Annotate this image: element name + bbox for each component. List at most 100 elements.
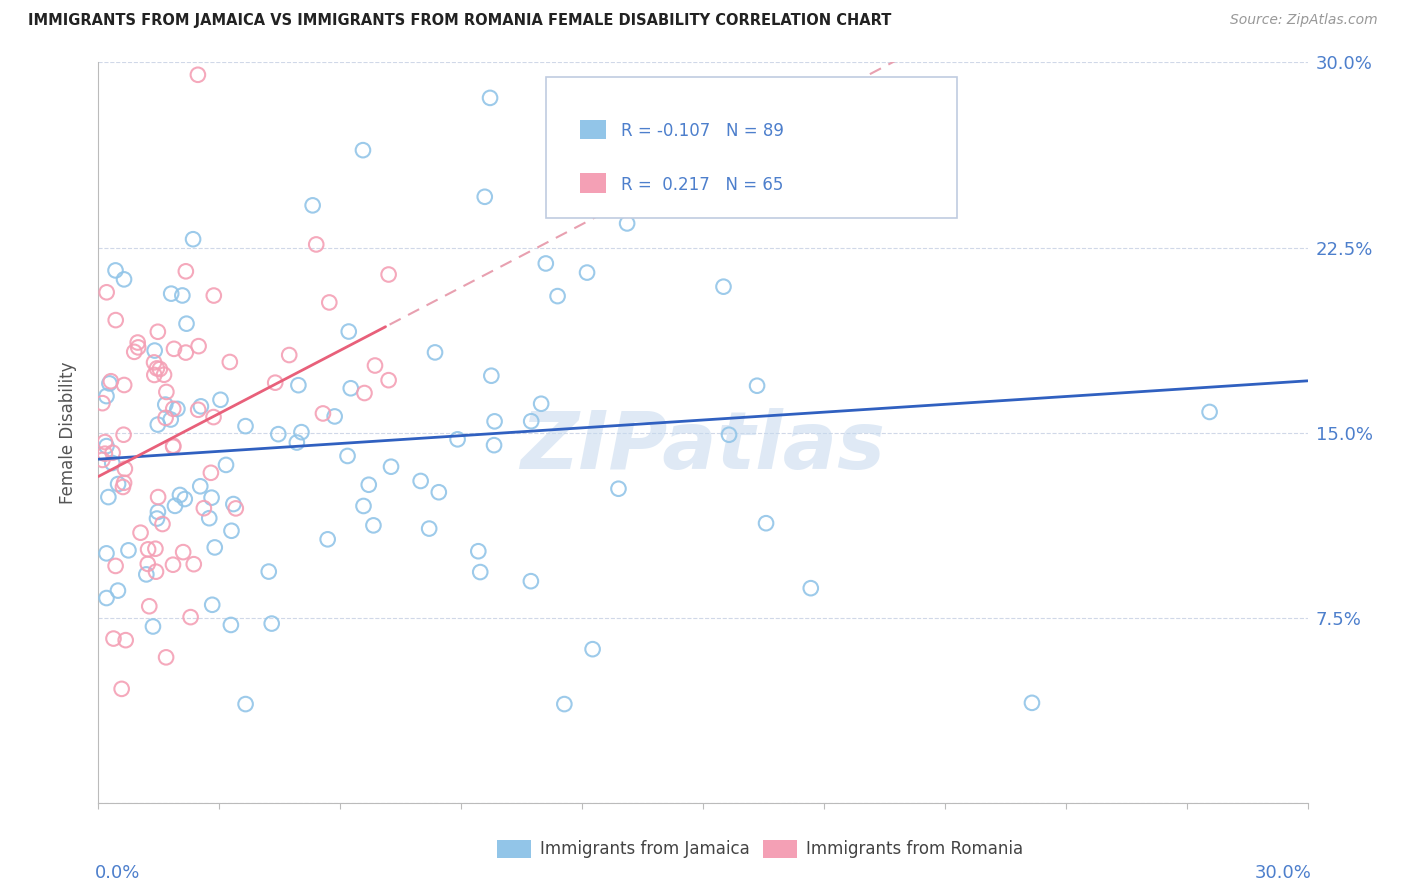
- Point: [576, 266, 599, 280]
- Point: [201, 598, 224, 612]
- Point: [474, 190, 496, 204]
- Point: [146, 417, 169, 432]
- Point: [180, 610, 202, 624]
- Point: [117, 543, 139, 558]
- Point: [162, 440, 184, 454]
- Point: [100, 374, 122, 388]
- Point: [155, 650, 177, 665]
- Point: [235, 697, 257, 711]
- Point: [446, 433, 468, 447]
- Point: [103, 632, 125, 646]
- Point: [745, 378, 768, 392]
- Point: [1198, 405, 1220, 419]
- Point: [112, 475, 135, 490]
- Point: [155, 384, 177, 399]
- Point: [143, 355, 166, 369]
- Point: [225, 501, 247, 516]
- Point: [155, 410, 177, 425]
- Point: [91, 453, 114, 467]
- Point: [174, 345, 197, 359]
- Point: [336, 449, 359, 463]
- Point: [520, 574, 543, 589]
- Point: [209, 392, 232, 407]
- Point: [187, 339, 209, 353]
- Point: [172, 288, 194, 302]
- Text: Source: ZipAtlas.com: Source: ZipAtlas.com: [1230, 13, 1378, 28]
- Point: [755, 516, 778, 531]
- Text: R = -0.107   N = 89: R = -0.107 N = 89: [621, 122, 783, 140]
- Point: [112, 378, 135, 392]
- Point: [530, 397, 553, 411]
- Point: [409, 474, 432, 488]
- Point: [337, 325, 360, 339]
- Point: [96, 439, 118, 453]
- Point: [718, 427, 741, 442]
- Point: [745, 200, 768, 214]
- Point: [607, 482, 630, 496]
- Point: [114, 462, 136, 476]
- Point: [202, 288, 225, 302]
- Point: [112, 427, 135, 442]
- Point: [222, 497, 245, 511]
- Point: [146, 505, 169, 519]
- Point: [159, 412, 181, 426]
- Point: [145, 565, 167, 579]
- Point: [107, 477, 129, 491]
- Point: [482, 438, 505, 452]
- Point: [152, 516, 174, 531]
- Bar: [763, 840, 797, 858]
- Point: [363, 518, 385, 533]
- Point: [155, 398, 177, 412]
- Text: R =  0.217   N = 65: R = 0.217 N = 65: [621, 176, 783, 194]
- Point: [800, 581, 823, 595]
- Point: [479, 91, 502, 105]
- Point: [200, 491, 222, 505]
- Point: [136, 557, 159, 571]
- Bar: [579, 120, 606, 139]
- Point: [142, 619, 165, 633]
- Point: [187, 68, 209, 82]
- Point: [267, 427, 290, 442]
- Point: [187, 402, 209, 417]
- Point: [353, 499, 375, 513]
- Point: [114, 633, 136, 648]
- Point: [143, 343, 166, 358]
- Point: [264, 376, 287, 390]
- Point: [122, 344, 145, 359]
- Point: [101, 456, 124, 470]
- Point: [257, 565, 280, 579]
- Point: [316, 533, 339, 547]
- Point: [427, 485, 450, 500]
- Point: [162, 439, 184, 453]
- Point: [111, 681, 134, 696]
- Point: [301, 198, 323, 212]
- Point: [112, 272, 135, 286]
- Point: [364, 359, 387, 373]
- Point: [470, 565, 492, 579]
- Point: [312, 407, 335, 421]
- Point: [127, 340, 149, 354]
- Point: [138, 599, 160, 614]
- Point: [173, 491, 195, 506]
- Point: [377, 268, 399, 282]
- Point: [357, 477, 380, 491]
- Point: [221, 524, 243, 538]
- Point: [520, 414, 543, 428]
- Point: [287, 378, 309, 392]
- Bar: [579, 173, 606, 193]
- Point: [198, 511, 221, 525]
- Point: [163, 342, 186, 356]
- Point: [146, 325, 169, 339]
- Point: [162, 558, 184, 572]
- Point: [94, 435, 117, 450]
- Point: [285, 435, 308, 450]
- Point: [190, 400, 212, 414]
- Point: [713, 279, 735, 293]
- Point: [181, 232, 204, 246]
- Point: [202, 410, 225, 425]
- Point: [353, 386, 375, 401]
- Point: [193, 501, 215, 516]
- Point: [94, 447, 117, 461]
- Point: [176, 317, 198, 331]
- Point: [423, 345, 446, 359]
